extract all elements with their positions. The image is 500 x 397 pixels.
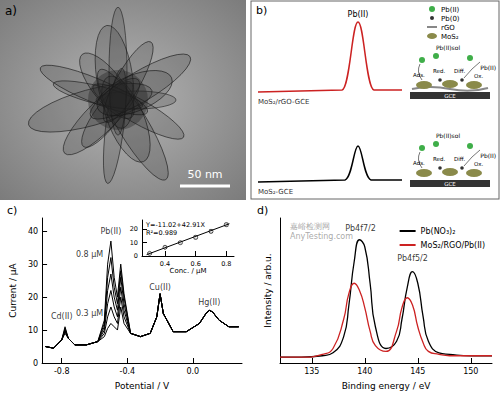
svg-text:Y=-11.02+42.91X: Y=-11.02+42.91X [145,221,205,229]
svg-text:150: 150 [463,367,478,376]
svg-text:-0.4: -0.4 [119,367,135,376]
svg-text:Diff.: Diff. [454,156,466,162]
svg-text:Conc. / μM: Conc. / μM [170,267,207,275]
svg-text:Pb4f7/2: Pb4f7/2 [345,224,376,233]
svg-text:Potential / V: Potential / V [115,381,170,391]
svg-text:Pb(II): Pb(II) [100,227,121,236]
svg-text:0: 0 [33,359,38,368]
svg-text:Hg(II): Hg(II) [198,298,220,307]
svg-text:10: 10 [28,326,38,335]
svg-text:MoS₂: MoS₂ [441,33,459,41]
svg-text:Pb4f5/2: Pb4f5/2 [397,254,428,263]
svg-text:Red.: Red. [433,68,445,74]
svg-text:20: 20 [28,293,38,302]
svg-text:R²=0.989: R²=0.989 [146,229,177,237]
svg-text:Current / μA: Current / μA [8,262,18,317]
svg-text:40: 40 [28,227,38,236]
svg-text:30: 30 [28,260,38,269]
svg-text:0: 0 [134,252,138,260]
svg-text:Pb(II): Pb(II) [480,152,496,159]
svg-text:Ox.: Ox. [474,73,484,79]
svg-text:Diff.: Diff. [454,68,466,74]
svg-text:10: 10 [130,239,138,247]
svg-text:Pb(II)sol: Pb(II)sol [436,132,460,139]
svg-text:0.3 μM: 0.3 μM [76,309,103,318]
svg-text:20: 20 [130,225,138,233]
svg-text:-0.8: -0.8 [54,367,70,376]
svg-text:Pb(II): Pb(II) [348,10,369,19]
svg-text:0.4: 0.4 [160,260,170,268]
svg-text:GCE: GCE [444,181,456,187]
svg-text:Pb(NO₃)₂: Pb(NO₃)₂ [421,227,456,236]
svg-text:140: 140 [357,367,372,376]
svg-text:Red.: Red. [433,156,445,162]
svg-text:Pb(II)sol: Pb(II)sol [436,44,460,51]
svg-text:0.6: 0.6 [190,260,200,268]
svg-text:Pb(0): Pb(0) [441,15,460,23]
svg-text:Pb(II): Pb(II) [480,64,496,71]
svg-text:rGO: rGO [441,24,455,32]
svg-text:MoS₂/RGO/Pb(II): MoS₂/RGO/Pb(II) [421,241,485,250]
svg-text:b): b) [256,4,267,17]
svg-text:GCE: GCE [444,93,456,99]
svg-text:Ads.: Ads. [413,160,425,166]
svg-text:Ox.: Ox. [474,161,484,167]
svg-text:Cu(II): Cu(II) [149,283,171,292]
svg-text:a): a) [5,4,17,18]
svg-text:c): c) [7,204,17,217]
svg-text:145: 145 [410,367,425,376]
svg-text:Intensity / arb.u.: Intensity / arb.u. [263,253,273,327]
svg-text:Ads.: Ads. [413,72,425,78]
svg-text:d): d) [257,204,268,217]
svg-text:Cd(II): Cd(II) [51,312,73,321]
svg-text:MoS₂/rGO-GCE: MoS₂/rGO-GCE [258,98,309,106]
svg-text:135: 135 [304,367,319,376]
svg-text:Pb(II): Pb(II) [441,6,460,14]
svg-text:MoS₂-GCE: MoS₂-GCE [258,188,293,196]
svg-text:Binding energy / eV: Binding energy / eV [342,381,432,391]
svg-text:0.8 μM: 0.8 μM [76,250,103,259]
svg-text:0.0: 0.0 [186,367,199,376]
html-text:嘉峪检测网: 嘉峪检测网 [290,222,330,231]
svg-text:0.8: 0.8 [221,260,231,268]
svg-text:50 nm: 50 nm [187,168,222,181]
html-text:AnyTesting.com: AnyTesting.com [290,232,353,241]
